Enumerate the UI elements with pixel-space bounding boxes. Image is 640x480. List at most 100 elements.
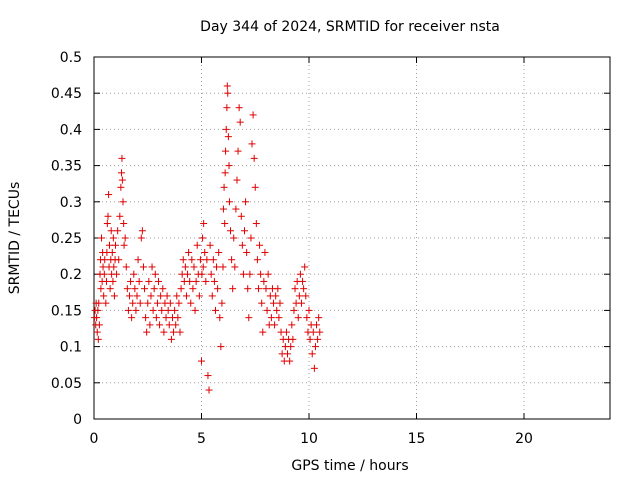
data-point (288, 321, 296, 329)
data-point (222, 125, 230, 133)
data-point (94, 335, 102, 343)
data-point (181, 263, 189, 271)
data-point (315, 314, 323, 322)
data-point (138, 227, 146, 235)
data-point (177, 285, 185, 293)
data-point (123, 285, 131, 293)
data-point (243, 248, 251, 256)
data-point (93, 314, 101, 322)
data-point (102, 299, 110, 307)
data-point (106, 285, 114, 293)
data-point (310, 364, 318, 372)
data-point (120, 241, 128, 249)
data-point (253, 256, 261, 264)
data-point (179, 256, 187, 264)
data-point (220, 183, 228, 191)
data-point (103, 220, 111, 228)
data-point (224, 89, 232, 97)
data-point (308, 350, 316, 358)
data-point (225, 198, 233, 206)
data-point (290, 306, 298, 314)
data-point (241, 227, 248, 235)
data-point (316, 328, 324, 336)
data-point (156, 321, 164, 329)
data-point (130, 270, 138, 278)
data-point (271, 321, 279, 329)
data-point (294, 314, 302, 322)
data-point (199, 234, 207, 242)
data-point (164, 306, 172, 314)
data-point (162, 314, 170, 322)
x-tick-label: 5 (197, 431, 206, 447)
data-point (167, 335, 175, 343)
data-point (193, 241, 201, 249)
data-point (137, 234, 145, 242)
data-point (98, 234, 106, 242)
data-point (195, 292, 203, 300)
x-tick-label: 15 (408, 431, 426, 447)
data-point (211, 306, 219, 314)
y-tick-label: 0.45 (51, 86, 82, 102)
data-point (273, 306, 281, 314)
data-point (134, 256, 142, 264)
data-point (118, 169, 126, 177)
data-point (260, 277, 268, 285)
data-point (109, 277, 117, 285)
data-point (108, 248, 116, 256)
data-point (116, 212, 124, 220)
data-point (282, 328, 290, 336)
data-point (245, 314, 253, 322)
data-point (131, 285, 139, 293)
data-point (250, 154, 258, 162)
data-point (201, 248, 209, 256)
data-point (132, 306, 140, 314)
x-tick-label: 20 (515, 431, 533, 447)
data-point (219, 263, 227, 271)
data-point (244, 285, 252, 293)
data-point (259, 328, 267, 336)
data-point (221, 220, 229, 228)
data-point (149, 306, 157, 314)
data-point (291, 285, 299, 293)
data-point (185, 248, 193, 256)
y-tick-label: 0 (73, 412, 82, 428)
data-point (208, 292, 216, 300)
data-point (233, 176, 241, 184)
data-point (120, 220, 128, 228)
data-point (234, 147, 242, 155)
data-point (309, 328, 317, 336)
data-point (284, 350, 291, 358)
y-tick-label: 0.35 (51, 159, 82, 175)
data-point (99, 263, 107, 271)
data-point (136, 299, 144, 307)
data-point (235, 104, 243, 112)
y-tick-label: 0.2 (60, 267, 82, 283)
data-point (227, 227, 235, 235)
data-point (302, 292, 310, 300)
data-point (95, 299, 103, 307)
data-point (187, 299, 195, 307)
data-point (267, 314, 275, 322)
data-point (252, 220, 260, 228)
data-point (101, 256, 109, 264)
data-point (158, 306, 166, 314)
data-point (222, 147, 230, 155)
data-point (107, 227, 115, 235)
data-point (261, 248, 269, 256)
data-point (191, 306, 199, 314)
data-point (256, 241, 264, 249)
data-point (238, 241, 246, 249)
data-point (142, 314, 150, 322)
data-point (200, 220, 208, 228)
data-point (295, 292, 303, 300)
data-point (110, 263, 118, 271)
tick-layer: 0 0.05 0.1 0.15 0.2 0.25 0.3 0.35 0.4 0.45 0.5 0 5 10… (51, 50, 610, 447)
y-tick-label: 0.25 (51, 231, 82, 247)
data-point (109, 234, 117, 242)
chart-title: Day 344 of 2024, SRMTID for receiver nst… (200, 19, 500, 35)
data-point (263, 306, 271, 314)
data-point (247, 234, 255, 242)
data-point (144, 299, 152, 307)
data-point (100, 270, 108, 278)
